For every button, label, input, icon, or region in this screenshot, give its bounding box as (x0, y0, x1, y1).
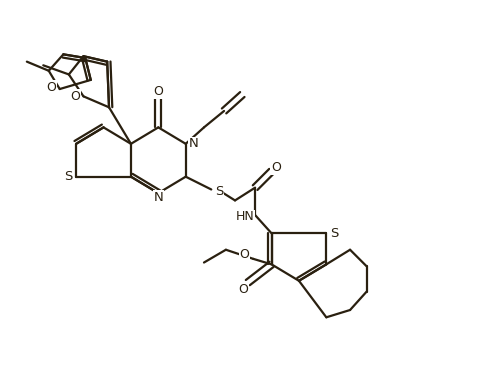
Text: O: O (238, 283, 248, 296)
Text: S: S (329, 227, 338, 240)
Text: N: N (189, 137, 198, 150)
Text: O: O (153, 85, 163, 98)
Text: S: S (215, 185, 223, 198)
Text: O: O (71, 90, 80, 103)
Text: S: S (64, 170, 72, 183)
Text: O: O (239, 248, 249, 261)
Text: HN: HN (235, 210, 254, 223)
Text: N: N (153, 191, 163, 204)
Text: O: O (270, 161, 280, 174)
Text: O: O (47, 81, 57, 94)
